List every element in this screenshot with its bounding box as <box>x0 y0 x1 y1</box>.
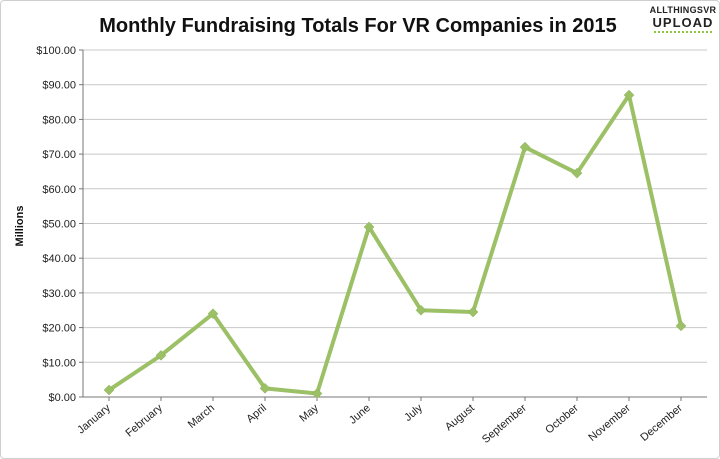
x-tick-label: April <box>244 402 269 425</box>
data-point-may <box>311 388 323 399</box>
y-tick-label: $80.00 <box>42 114 76 126</box>
x-tick-label: August <box>443 402 477 433</box>
data-point-december <box>675 320 687 332</box>
data-point-august <box>467 306 479 318</box>
x-tick-label: December <box>638 402 685 444</box>
logo-line1: ALLTHINGSVR <box>650 5 717 15</box>
y-tick-label: $40.00 <box>42 253 76 265</box>
y-tick-label: $60.00 <box>42 184 76 196</box>
x-tick-label: July <box>402 402 425 424</box>
x-tick-label: March <box>186 402 217 431</box>
data-point-january <box>103 384 115 396</box>
gridlines <box>83 49 707 363</box>
data-point-july <box>415 304 427 316</box>
data-point-april <box>259 382 271 394</box>
chart-title: Monthly Fundraising Totals For VR Compan… <box>99 15 616 37</box>
y-tick-label: $70.00 <box>42 149 76 161</box>
y-tick-labels: $0.00 $10.00 $20.00 $30.00 $40.00 $50.00 $60.0… <box>36 45 76 404</box>
y-tick-label: $20.00 <box>42 323 76 335</box>
y-tick-label: $90.00 <box>42 80 76 92</box>
axes <box>79 49 707 401</box>
x-tick-label: January <box>75 402 113 437</box>
data-point-march <box>207 308 219 320</box>
data-point-february <box>155 350 167 361</box>
data-point-november <box>623 89 635 101</box>
x-tick-label: February <box>123 402 165 440</box>
data-series <box>103 89 687 399</box>
y-tick-label: $50.00 <box>42 219 76 231</box>
data-point-june <box>363 221 375 233</box>
y-axis-label: Millions <box>14 206 26 247</box>
series-line <box>107 93 683 396</box>
logo-line2: UPLOAD <box>653 15 714 30</box>
y-tick-label: $100.00 <box>36 45 76 57</box>
x-tick-labels: January February March April May June July Augu… <box>75 402 685 446</box>
data-point-october <box>571 167 583 179</box>
x-tick-label: June <box>347 402 373 427</box>
x-tick-label: May <box>297 402 321 425</box>
x-tick-label: November <box>586 402 633 444</box>
y-tick-label: $30.00 <box>42 288 76 300</box>
x-tick-label: September <box>480 402 529 446</box>
data-point-september <box>519 141 531 153</box>
x-tick-label: October <box>543 402 581 437</box>
y-tick-label: $0.00 <box>48 392 76 404</box>
y-tick-label: $10.00 <box>42 357 76 369</box>
brand-logo: ALLTHINGSVR UPLOAD <box>650 5 717 33</box>
